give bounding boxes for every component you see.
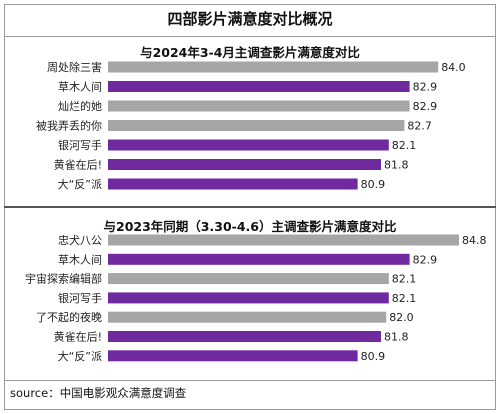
section-divider	[4, 206, 496, 208]
value-label: 82.9	[413, 81, 438, 94]
bar	[108, 61, 439, 73]
value-label: 82.7	[407, 120, 432, 133]
chart-1-title: 与2024年3-4月主调查影片满意度对比	[140, 45, 360, 60]
value-label: 81.8	[384, 331, 409, 344]
value-label: 82.9	[413, 253, 438, 266]
value-label: 80.9	[361, 178, 386, 191]
chart-title: 四部影片满意度对比概况	[167, 10, 333, 28]
category-label: 了不起的夜晚	[36, 310, 102, 324]
value-label: 82.0	[389, 311, 414, 324]
category-label: 银河写手	[58, 138, 102, 152]
source-divider	[4, 380, 496, 381]
bar	[108, 159, 381, 170]
value-label: 82.1	[392, 292, 417, 305]
value-label: 80.9	[361, 350, 386, 363]
value-label: 82.9	[413, 100, 438, 113]
bar	[108, 139, 389, 151]
category-label: 灿烂的她	[58, 99, 102, 113]
category-label: 大“反”派	[58, 349, 102, 363]
bar	[108, 331, 381, 342]
value-label: 84.0	[441, 61, 466, 74]
bar	[108, 100, 410, 112]
bar	[108, 253, 410, 265]
bar	[108, 120, 405, 131]
category-label: 大“反”派	[58, 177, 102, 191]
category-label: 忠犬八公	[58, 233, 102, 247]
source-note: source：中国电影观众满意度调查	[10, 386, 187, 400]
chart-2-title: 与2023年同期（3.30-4.6）主调查影片满意度对比	[103, 219, 397, 234]
value-label: 81.8	[384, 159, 409, 172]
bar	[108, 350, 358, 362]
bar	[108, 292, 389, 304]
category-label: 草木人间	[58, 81, 102, 94]
bar	[108, 178, 358, 190]
category-label: 黄雀在后!	[54, 158, 102, 172]
category-label: 宇宙探索编辑部	[25, 272, 102, 286]
bar	[108, 273, 389, 285]
bar	[108, 81, 410, 92]
category-label: 银河写手	[58, 291, 102, 305]
bar	[108, 234, 459, 246]
title-divider	[4, 36, 496, 37]
category-label: 草木人间	[58, 253, 102, 266]
value-label: 82.1	[392, 139, 417, 152]
category-label: 黄雀在后!	[54, 330, 102, 344]
category-label: 被我弄丢的你	[36, 119, 102, 133]
bar	[108, 311, 387, 323]
value-label: 82.1	[392, 273, 417, 286]
category-label: 周处除三害	[47, 60, 102, 74]
value-label: 84.8	[462, 234, 487, 247]
